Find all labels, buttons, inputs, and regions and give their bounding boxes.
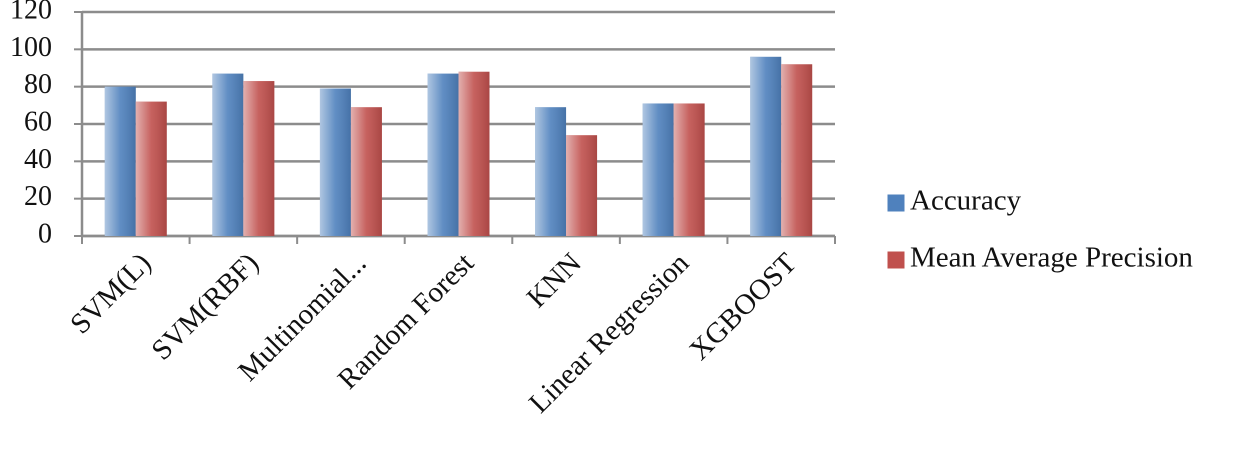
- x-tick-label: XGBOOST: [683, 247, 803, 367]
- y-tick-label: 60: [24, 106, 52, 137]
- bar-shine: [642, 103, 674, 236]
- bar-shine: [750, 56, 782, 236]
- bar-shine: [212, 73, 244, 236]
- bar-shine: [104, 86, 136, 237]
- y-tick-label: 100: [10, 32, 52, 63]
- y-tick-label: 80: [24, 69, 52, 100]
- x-tick-label: SVM(L): [64, 247, 157, 340]
- y-tick-label: 40: [24, 144, 52, 175]
- bar-shine: [673, 103, 705, 236]
- y-tick-label: 20: [24, 181, 52, 212]
- y-tick-label: 120: [10, 0, 52, 25]
- bar-shine: [535, 107, 567, 236]
- bar-shine: [781, 64, 813, 237]
- bar-shine: [350, 107, 382, 236]
- bar-shine: [566, 135, 598, 236]
- legend-swatch: [887, 194, 905, 212]
- bar-shine: [427, 73, 459, 236]
- legend-label: Accuracy: [910, 185, 1022, 217]
- bar-shine: [135, 101, 167, 236]
- bar-shine: [319, 88, 351, 237]
- legend-label: Mean Average Precision: [910, 242, 1193, 274]
- bar-shine: [458, 71, 490, 236]
- legend-swatch: [887, 251, 905, 269]
- bar-shine: [243, 81, 275, 236]
- x-tick-label: KNN: [521, 247, 588, 314]
- y-tick-label: 0: [38, 218, 52, 249]
